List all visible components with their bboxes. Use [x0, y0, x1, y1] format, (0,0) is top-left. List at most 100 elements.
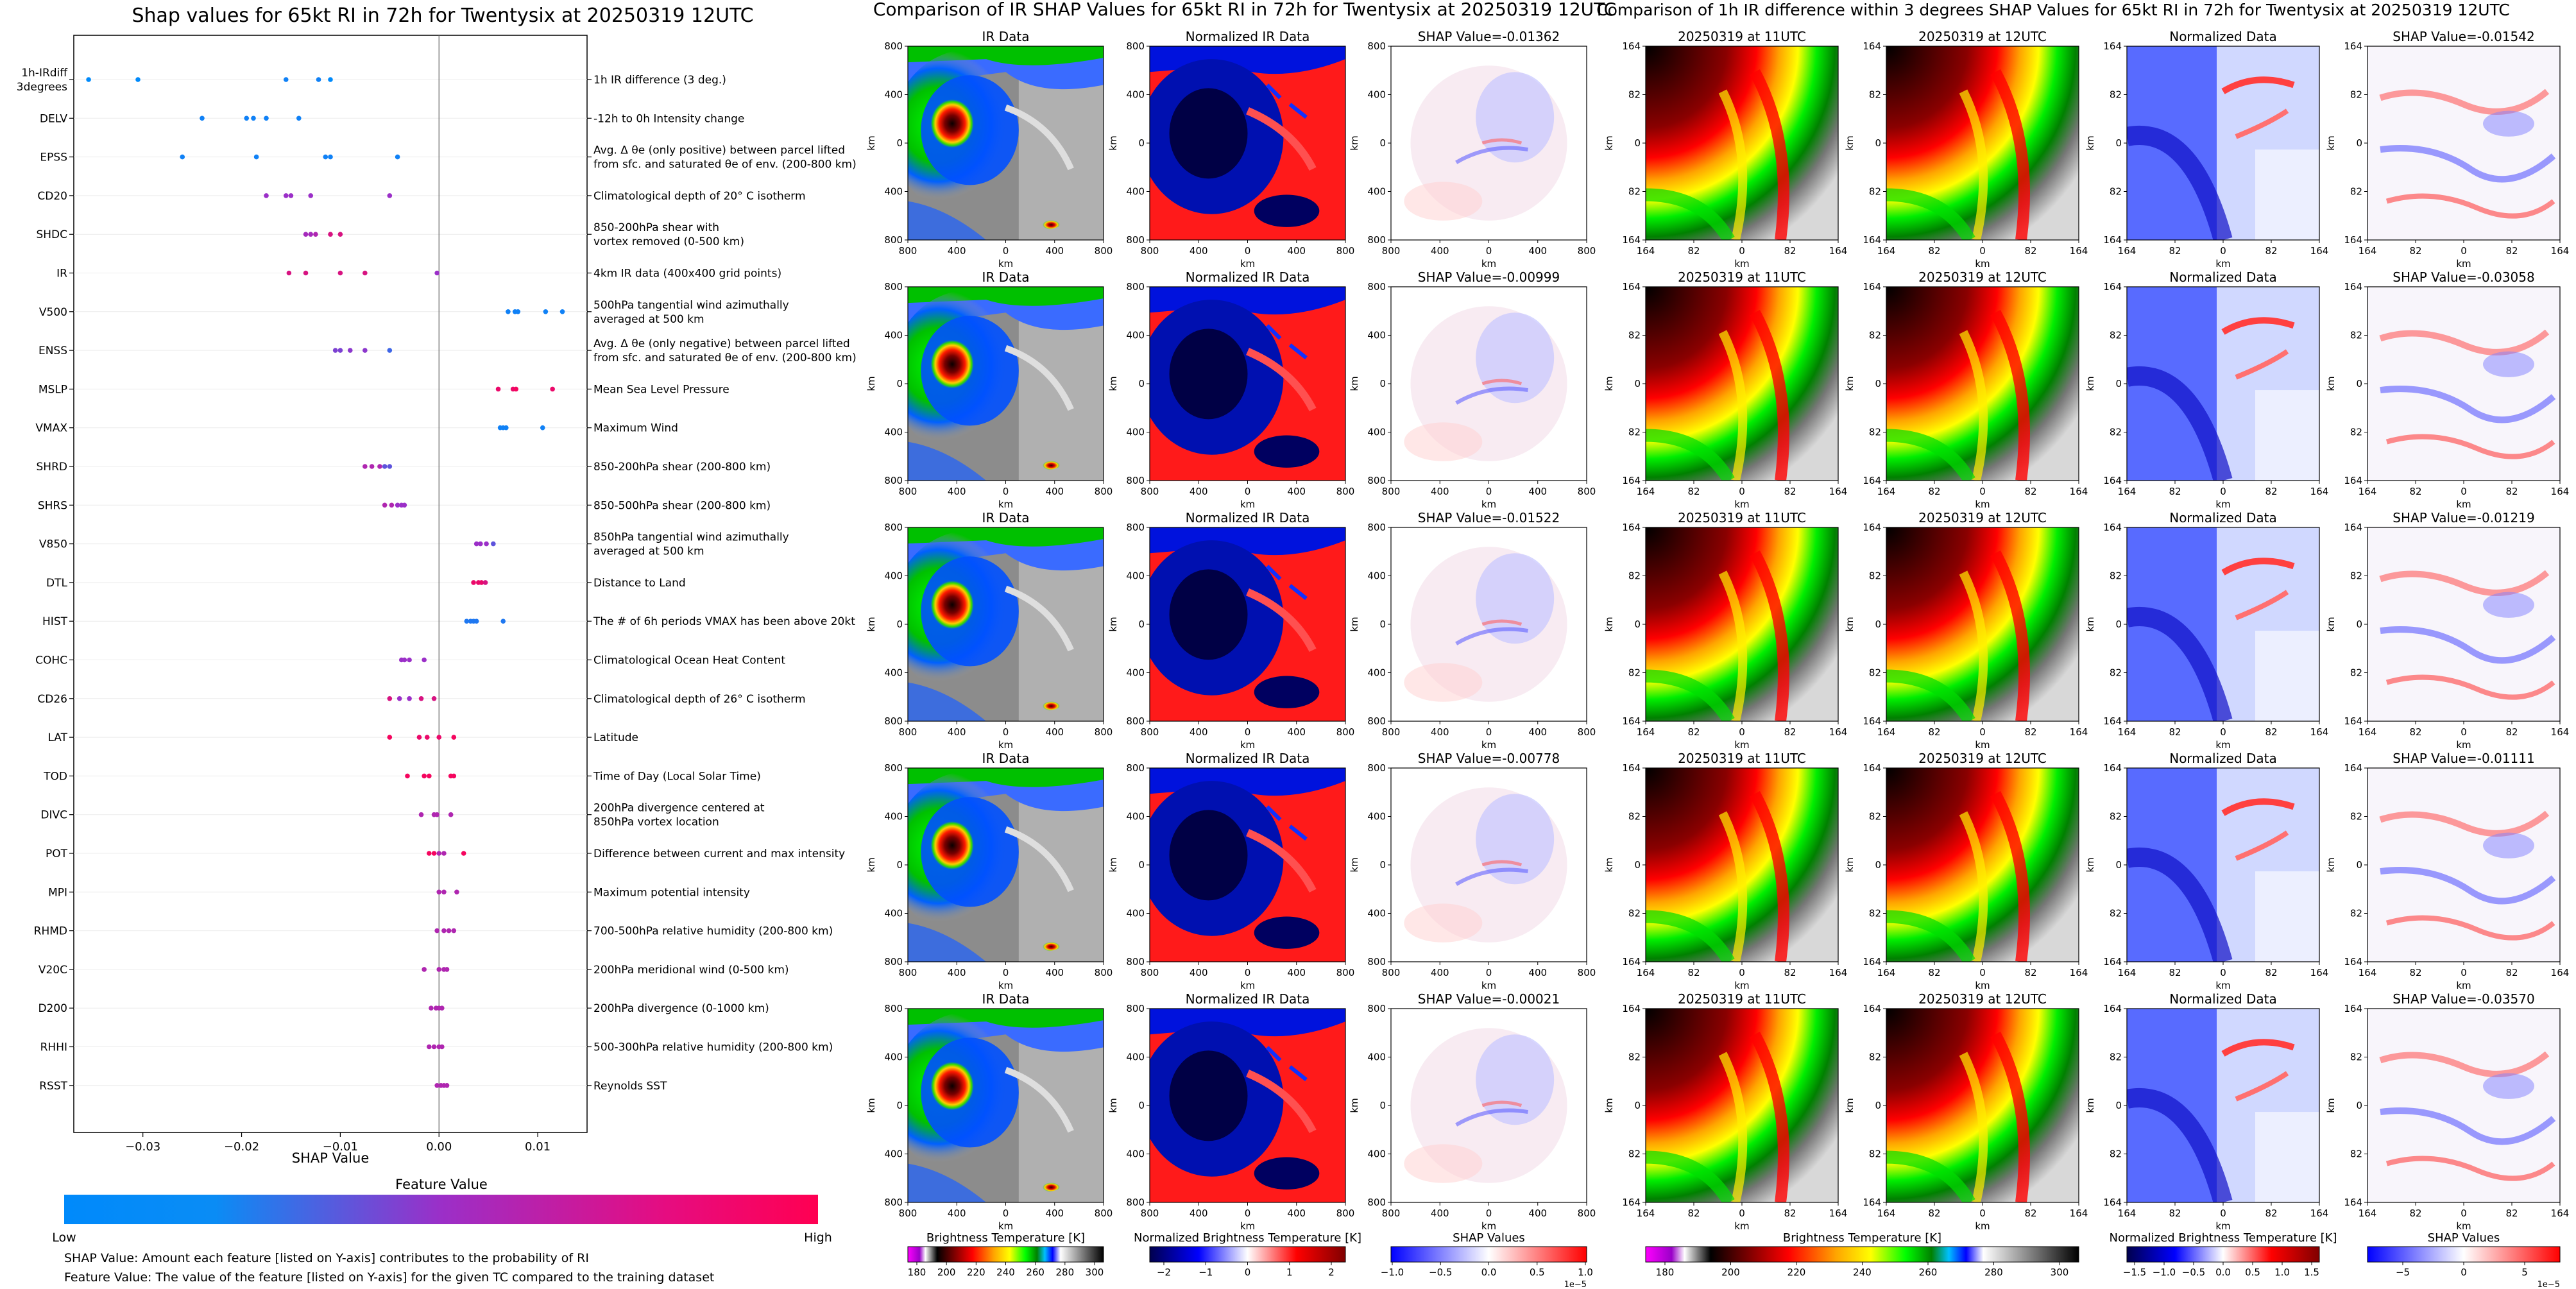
ir-11utc-image — [1646, 527, 1838, 721]
shap-point — [387, 696, 393, 701]
ir-12utc-title: 20250319 at 12UTC — [1918, 991, 2047, 1007]
normalized-diff-title: Normalized Data — [2169, 269, 2277, 285]
y-axis-label: km — [1349, 617, 1360, 631]
shap-point — [473, 541, 479, 547]
y-tick-label: 800 — [1367, 1003, 1386, 1014]
y-axis-label: km — [2325, 617, 2337, 631]
shap-point — [444, 967, 450, 972]
feature-code-label: HIST — [42, 615, 68, 628]
shap-point — [504, 425, 509, 431]
shap-summary-title: Shap values for 65kt RI in 72h for Twent… — [132, 4, 753, 27]
x-axis-label: km — [2456, 1220, 2471, 1232]
colorbar-label: SHAP Values — [2428, 1231, 2500, 1245]
shap-point — [434, 928, 439, 934]
shap-point — [135, 77, 141, 82]
feature-description-label: Climatological depth of 26° C isotherm — [593, 693, 806, 706]
shap-point — [436, 967, 442, 972]
x-tick-label: 164 — [1637, 486, 1655, 497]
y-tick-label: 164 — [1863, 234, 1881, 246]
x-tick-label: 164 — [2310, 726, 2329, 738]
x-tick-label: 164 — [2070, 967, 2088, 978]
x-tick-label: 164 — [2310, 1208, 2329, 1219]
y-tick-label: 164 — [1863, 1003, 1881, 1014]
shap-point — [479, 580, 484, 585]
shap-point — [431, 851, 437, 856]
feature-code-label: D200 — [38, 1002, 67, 1015]
x-tick-label: 82 — [2265, 1208, 2277, 1219]
y-tick-label: 82 — [2350, 667, 2362, 679]
x-tick-label: 0 — [1486, 726, 1492, 738]
shap-point — [244, 115, 250, 121]
shap-point — [283, 193, 289, 198]
x-tick-label: 800 — [1095, 245, 1113, 257]
y-axis-label: km — [1107, 1098, 1119, 1113]
ir-11utc-image — [1646, 1009, 1838, 1202]
colorbar-tick-label: 0.5 — [1530, 1267, 1545, 1278]
y-axis-label: km — [2085, 135, 2096, 150]
ir-shap-image — [1391, 1009, 1587, 1202]
feature-description-label: 850hPa vortex location — [593, 816, 719, 829]
x-tick-label: 800 — [1382, 726, 1401, 738]
x-tick-label: 82 — [1928, 967, 1940, 978]
y-tick-label: 164 — [1622, 522, 1641, 533]
feature-description-label: from sfc. and saturated θe of env. (200-… — [593, 158, 857, 171]
y-tick-label: 164 — [1863, 522, 1881, 533]
y-tick-label: 82 — [1628, 570, 1641, 582]
shap-point — [473, 619, 479, 624]
y-tick-label: 82 — [2110, 667, 2122, 679]
y-tick-label: 400 — [1367, 427, 1386, 438]
y-tick-label: 82 — [2110, 186, 2122, 198]
ir-shap-image — [1391, 287, 1587, 481]
shap-point — [464, 619, 470, 624]
colorbar-label: Normalized Brightness Temperature [K] — [2110, 1231, 2337, 1245]
y-axis-label: km — [1844, 617, 1855, 631]
x-tick-label: 82 — [2169, 1208, 2181, 1219]
y-tick-label: 0 — [1379, 378, 1386, 389]
x-tick-label: 82 — [1928, 726, 1940, 738]
y-tick-label: 82 — [1869, 667, 1881, 679]
shap-summary-panel: Shap values for 65kt RI in 72h for Twent… — [17, 4, 857, 1285]
x-tick-label: 0 — [1003, 245, 1009, 257]
x-tick-label: 400 — [1190, 245, 1208, 257]
feature-description-label: Maximum potential intensity — [593, 886, 750, 899]
x-axis-label: km — [2215, 739, 2230, 751]
x-tick-label: 164 — [2118, 967, 2137, 978]
y-tick-label: 164 — [1863, 40, 1881, 52]
x-axis-label: km — [998, 739, 1013, 751]
x-axis-label: km — [1240, 499, 1255, 510]
ir-comparison-title: Comparison of IR SHAP Values for 65kt RI… — [873, 0, 1616, 20]
x-axis-label: km — [2456, 258, 2471, 269]
x-tick-label: 0 — [1245, 967, 1251, 978]
y-tick-label: 82 — [1869, 1052, 1881, 1063]
y-axis-label: km — [2325, 376, 2337, 391]
feature-description-label: Reynolds SST — [593, 1080, 667, 1093]
x-tick-label: 400 — [1528, 726, 1547, 738]
normalized-ir-data-title: Normalized IR Data — [1186, 510, 1310, 525]
x-tick-label: 400 — [1431, 486, 1449, 497]
ir-11utc-image — [1646, 46, 1838, 240]
normalized-diff-image — [2127, 1009, 2319, 1202]
y-axis-label: km — [866, 135, 877, 150]
feature-code-label: TOD — [43, 770, 67, 783]
shap-point — [436, 889, 442, 895]
shap-point — [434, 1083, 439, 1088]
normalized-diff-image — [2127, 527, 2319, 721]
x-tick-label: 400 — [1528, 967, 1547, 978]
y-tick-label: 82 — [1628, 1052, 1641, 1063]
feature-description-label: Latitude — [593, 731, 638, 744]
shap-point — [402, 502, 407, 508]
ir-diff-comparison-title: Comparison of 1h IR difference within 3 … — [1596, 1, 2510, 19]
shap-point — [427, 1044, 432, 1050]
y-tick-label: 82 — [1869, 1148, 1881, 1160]
feature-code-label: 1h-IRdiff — [21, 67, 68, 80]
x-tick-label: 82 — [2024, 967, 2036, 978]
y-axis-label: km — [1844, 1098, 1855, 1113]
y-tick-label: 0 — [1138, 378, 1145, 389]
y-tick-label: 82 — [1869, 186, 1881, 198]
x-tick-label: 164 — [1877, 1208, 1896, 1219]
y-tick-label: 164 — [1622, 234, 1641, 246]
shap-point — [332, 348, 338, 353]
shap-point — [500, 619, 506, 624]
colorbar-tick-label: −1 — [1198, 1267, 1213, 1278]
